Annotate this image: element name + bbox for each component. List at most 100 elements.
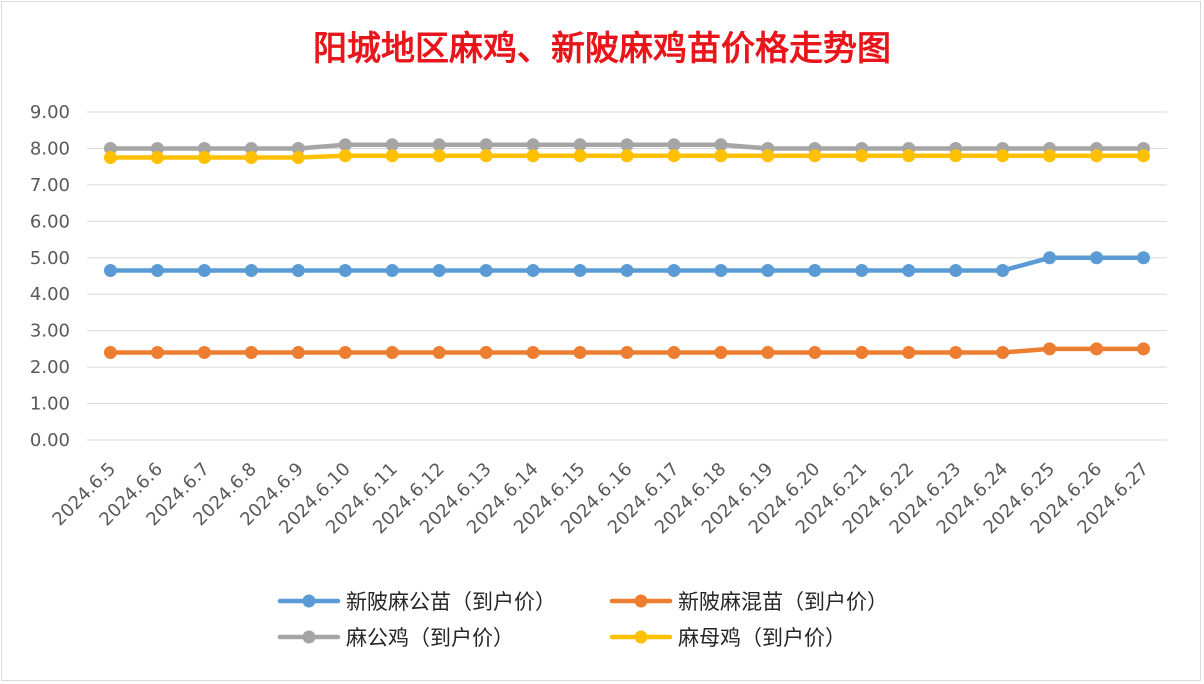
data-point — [385, 138, 399, 152]
data-point — [338, 149, 352, 163]
data-point — [385, 264, 399, 278]
legend-label: 麻母鸡（到户价） — [678, 626, 846, 650]
data-point — [573, 138, 587, 152]
data-point — [150, 264, 164, 278]
y-tick-label: 1.00 — [30, 394, 70, 415]
legend: 新陂麻公苗（到户价） 新陂麻混苗（到户价） 麻公鸡（到户价） 麻母鸡（到户价） — [277, 590, 888, 650]
data-point — [479, 264, 493, 278]
y-tick-label: 4.00 — [30, 284, 70, 305]
data-point — [432, 346, 446, 360]
data-point — [479, 138, 493, 152]
data-point — [103, 264, 117, 278]
legend-dot-marker — [634, 594, 648, 608]
data-point — [291, 141, 305, 155]
data-point — [573, 346, 587, 360]
data-point — [996, 264, 1010, 278]
legend-item: 新陂麻公苗（到户价） — [277, 590, 556, 614]
data-point — [103, 141, 117, 155]
legend-dot-marker — [302, 594, 316, 608]
series — [103, 149, 1151, 165]
data-point — [197, 151, 211, 165]
data-point — [103, 151, 117, 165]
y-tick-label: 5.00 — [30, 248, 70, 269]
data-point — [855, 346, 869, 360]
legend-item: 麻公鸡（到户价） — [277, 626, 514, 650]
data-point — [902, 264, 916, 278]
legend-label: 麻公鸡（到户价） — [346, 626, 514, 650]
data-point — [526, 138, 540, 152]
data-point — [855, 149, 869, 163]
data-point — [291, 151, 305, 165]
data-point — [667, 264, 681, 278]
data-point — [291, 346, 305, 360]
y-tick-label: 7.00 — [30, 175, 70, 196]
legend-label: 新陂麻混苗（到户价） — [678, 590, 888, 614]
data-point — [996, 346, 1010, 360]
data-point — [761, 346, 775, 360]
data-point — [526, 264, 540, 278]
data-point — [620, 149, 634, 163]
data-point — [996, 149, 1010, 163]
data-point — [902, 149, 916, 163]
y-axis-tick-labels: 0.00 1.00 2.00 3.00 4.00 5.00 6.00 7.00 8.00 9.00 — [30, 102, 70, 451]
data-point — [1137, 251, 1151, 265]
y-tick-label: 9.00 — [30, 102, 70, 123]
y-tick-label: 0.00 — [30, 430, 70, 451]
data-point — [667, 138, 681, 152]
data-point — [244, 141, 258, 155]
y-tick-label: 2.00 — [30, 357, 70, 378]
data-point — [667, 346, 681, 360]
data-point — [761, 149, 775, 163]
data-point — [385, 149, 399, 163]
data-point — [385, 346, 399, 360]
data-point — [150, 141, 164, 155]
data-point — [479, 346, 493, 360]
data-point — [714, 149, 728, 163]
data-point — [949, 346, 963, 360]
data-point — [949, 149, 963, 163]
data-point — [573, 264, 587, 278]
data-point — [620, 264, 634, 278]
legend-label: 新陂麻公苗（到户价） — [346, 590, 556, 614]
data-point — [338, 264, 352, 278]
data-point — [714, 346, 728, 360]
data-point — [150, 151, 164, 165]
data-point — [667, 149, 681, 163]
series — [103, 342, 1151, 360]
legend-dot-marker — [634, 630, 648, 644]
chart-title: 阳城地区麻鸡、新陂麻鸡苗价格走势图 — [313, 29, 891, 69]
data-point — [1043, 342, 1057, 356]
data-point — [432, 138, 446, 152]
data-point — [855, 264, 869, 278]
data-point — [244, 346, 258, 360]
data-point — [808, 346, 822, 360]
data-point — [1090, 342, 1104, 356]
data-point — [1043, 149, 1057, 163]
data-point — [432, 264, 446, 278]
data-point — [479, 149, 493, 163]
data-point — [949, 264, 963, 278]
data-point — [1043, 251, 1057, 265]
legend-item: 新陂麻混苗（到户价） — [609, 590, 888, 614]
data-point — [244, 264, 258, 278]
data-point — [808, 149, 822, 163]
data-point — [902, 346, 916, 360]
x-axis-tick-labels: 2024.6.52024.6.62024.6.72024.6.82024.6.9… — [48, 459, 1153, 539]
data-point — [714, 264, 728, 278]
data-point — [526, 149, 540, 163]
data-point — [714, 138, 728, 152]
data-point — [1137, 149, 1151, 163]
legend-item: 麻母鸡（到户价） — [609, 626, 846, 650]
y-tick-label: 3.00 — [30, 321, 70, 342]
data-point — [1090, 149, 1104, 163]
data-point — [244, 151, 258, 165]
data-point — [620, 346, 634, 360]
data-point — [197, 346, 211, 360]
data-point — [1090, 251, 1104, 265]
data-point — [1137, 342, 1151, 356]
data-point — [761, 264, 775, 278]
data-point — [432, 149, 446, 163]
data-point — [338, 138, 352, 152]
